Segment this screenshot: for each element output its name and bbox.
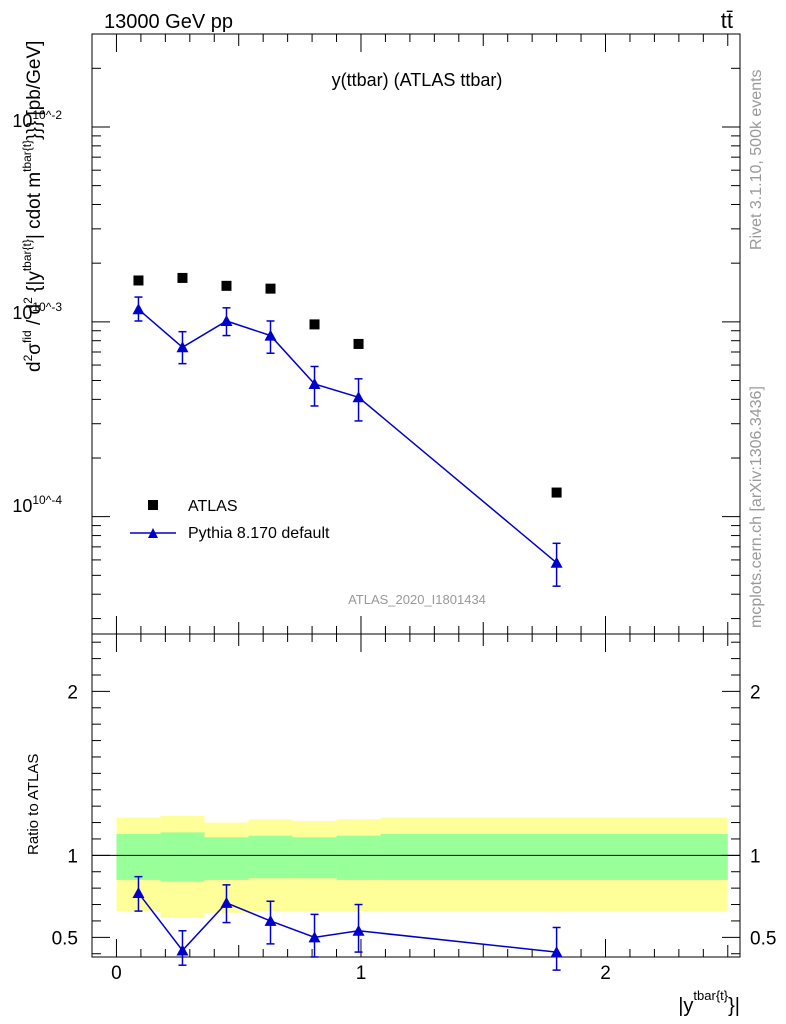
ratio-pythia-point bbox=[220, 896, 233, 908]
main-panel: y(ttbar) (ATLAS ttbar) ATLAS_2020_I18014… bbox=[12, 33, 741, 635]
ratio-xtick-label: 0 bbox=[111, 963, 122, 984]
ratio-xtick-label: 1 bbox=[356, 963, 367, 984]
ratio-marks bbox=[132, 875, 563, 971]
ratio-band-inner bbox=[292, 837, 337, 879]
ratio-xtick-label: 2 bbox=[600, 963, 611, 984]
atlas-point bbox=[177, 272, 188, 283]
ratio-pythia-point bbox=[132, 887, 145, 899]
atlas-point bbox=[309, 319, 320, 330]
ratio-band-inner bbox=[160, 832, 205, 882]
ratio-pythia-point bbox=[264, 914, 277, 926]
ratio-pythia-point bbox=[352, 924, 365, 936]
pythia-point bbox=[132, 303, 145, 315]
main-marks bbox=[132, 272, 563, 587]
legend-marker-atlas bbox=[148, 500, 158, 510]
atlas-point bbox=[133, 275, 144, 286]
ratio-ylabel: Ratio to ATLAS bbox=[25, 754, 42, 855]
pythia-point bbox=[308, 377, 321, 389]
ratio-bands bbox=[92, 815, 740, 918]
legend-label-atlas: ATLAS bbox=[188, 498, 238, 515]
legend: ATLAS Pythia 8.170 default bbox=[130, 498, 330, 542]
ratio-pythia-point bbox=[308, 931, 321, 943]
ratio-ytick-label-right: 2 bbox=[750, 682, 761, 703]
pythia-point bbox=[220, 314, 233, 326]
legend-label-pythia: Pythia 8.170 default bbox=[188, 525, 330, 542]
process-label: tt̄ bbox=[721, 8, 733, 33]
main-frame bbox=[91, 33, 741, 635]
rivet-label: Rivet 3.1.10, 500k events bbox=[748, 69, 765, 250]
ytick-label-1e-4: 1010^-4 bbox=[12, 493, 62, 516]
ratio-ytick-label-right: 1 bbox=[750, 846, 761, 867]
ratio-ytick-label-left: 1 bbox=[67, 846, 78, 867]
energy-label: 13000 GeV pp bbox=[104, 11, 233, 33]
atlas-point bbox=[353, 338, 364, 349]
atlas-point bbox=[265, 283, 276, 294]
ratio-pythia-point bbox=[550, 946, 563, 958]
pythia-point bbox=[176, 341, 189, 353]
atlas-point bbox=[221, 280, 232, 291]
ratio-axes: 0.5 0.5 1 1 2 2 0 1 2 bbox=[52, 634, 776, 984]
ratio-xlabel: |ytbar{t}}| bbox=[678, 988, 740, 1017]
ratio-band-inner bbox=[336, 835, 381, 880]
main-y-tick-labels: 1010^-2 1010^-3 1010^-4 bbox=[12, 108, 62, 516]
ratio-band-inner bbox=[248, 835, 293, 879]
pythia-point bbox=[352, 391, 365, 403]
watermark: ATLAS_2020_I1801434 bbox=[348, 592, 486, 607]
ratio-band-inner bbox=[204, 837, 249, 880]
ratio-frame bbox=[91, 633, 741, 958]
svg-text:d2σfid / d2 {|ytbar{t}| cdot m: d2σfid / d2 {|ytbar{t}| cdot mtbar{t}}}}… bbox=[20, 41, 45, 372]
pythia-point bbox=[264, 329, 277, 341]
ratio-pythia-point bbox=[176, 944, 189, 956]
mcplots-label: mcplots.cern.ch [arXiv:1306.3436] bbox=[748, 386, 765, 628]
ratio-panel: Ratio to ATLAS 0.5 0.5 1 1 2 2 0 1 2 |ytbar{t}}| bbox=[25, 633, 776, 1017]
legend-marker-pythia bbox=[148, 528, 158, 538]
ratio-ytick-label-left: 2 bbox=[67, 682, 78, 703]
ratio-band-inner bbox=[116, 834, 161, 880]
main-ylabel: d2σfid / d2 {|ytbar{t}| cdot mtbar{t}}}}… bbox=[20, 41, 45, 372]
atlas-point bbox=[551, 487, 562, 498]
pythia-point bbox=[550, 556, 563, 568]
main-axes bbox=[92, 33, 740, 634]
ratio-ytick-label-left: 0.5 bbox=[52, 928, 78, 949]
ratio-band-inner bbox=[380, 834, 728, 880]
main-title: y(ttbar) (ATLAS ttbar) bbox=[332, 70, 503, 90]
ratio-ytick-label-right: 0.5 bbox=[750, 928, 776, 949]
